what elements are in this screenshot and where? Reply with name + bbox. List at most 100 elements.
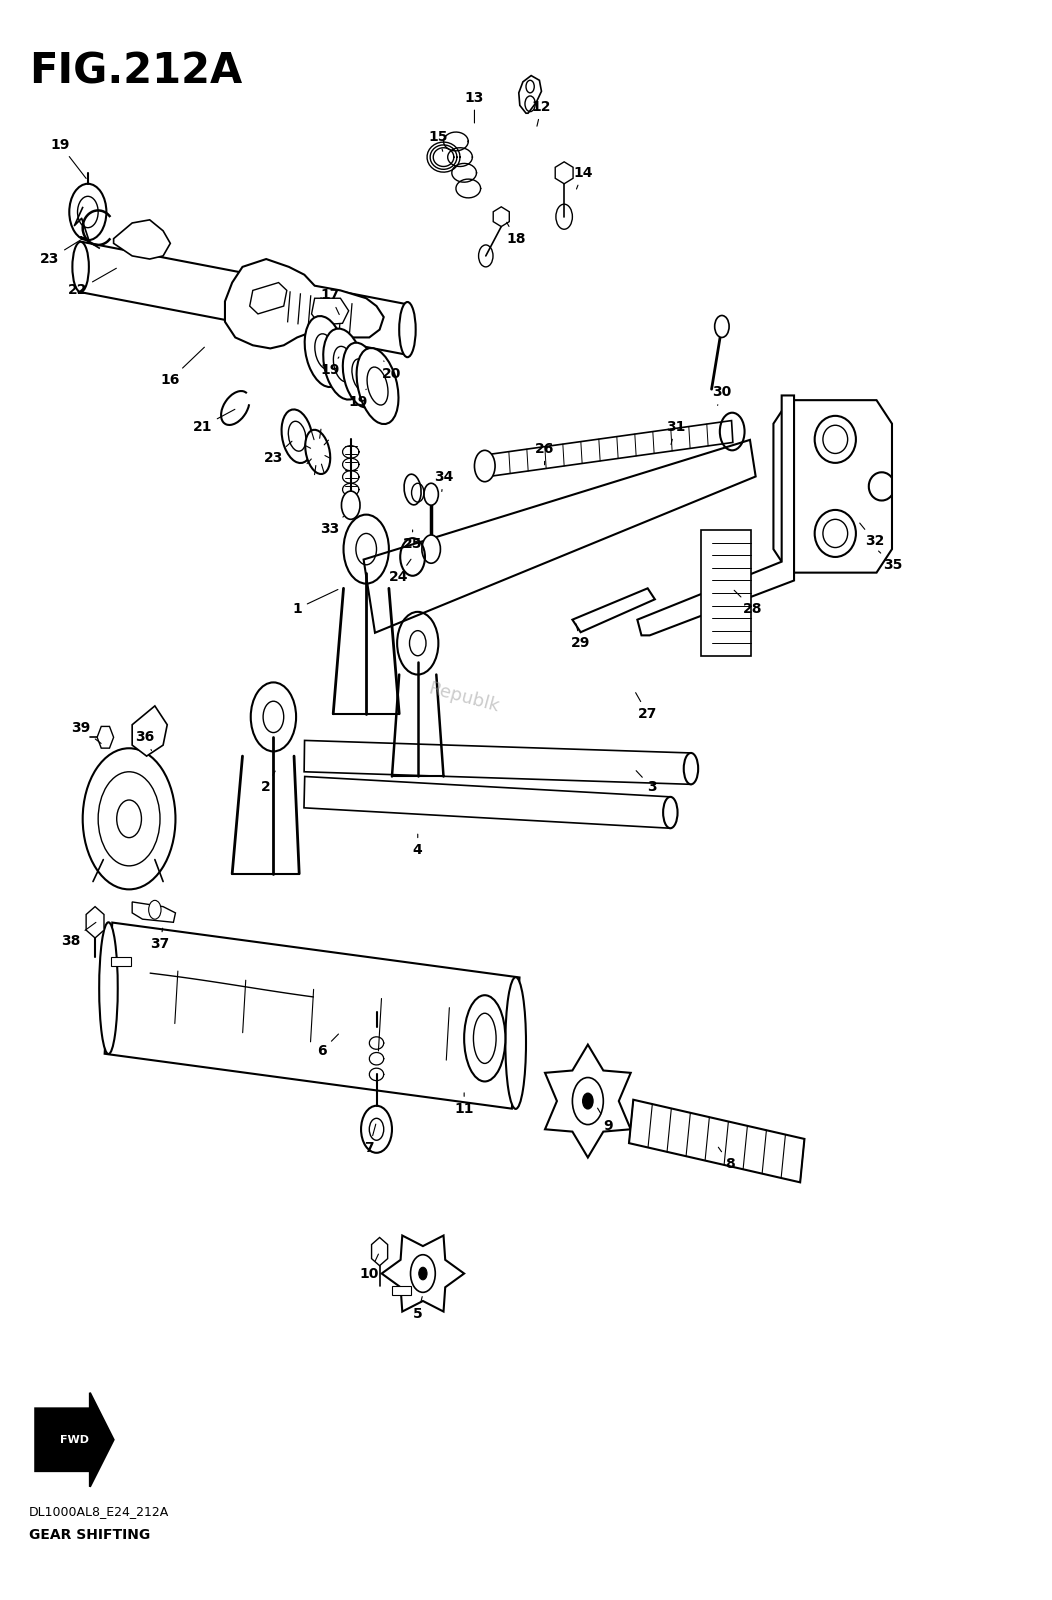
Polygon shape <box>36 1392 114 1486</box>
Text: 6: 6 <box>317 1034 339 1058</box>
Ellipse shape <box>814 416 856 462</box>
Polygon shape <box>519 75 542 114</box>
Ellipse shape <box>404 474 421 506</box>
Text: 32: 32 <box>859 523 884 549</box>
Circle shape <box>342 491 360 520</box>
Text: FWD: FWD <box>60 1435 89 1445</box>
Text: 15: 15 <box>428 130 448 152</box>
Polygon shape <box>382 1235 464 1312</box>
Circle shape <box>422 534 441 563</box>
Text: 2: 2 <box>261 771 276 795</box>
Polygon shape <box>79 242 409 355</box>
Text: 17: 17 <box>321 288 340 315</box>
Text: GEAR SHIFTING: GEAR SHIFTING <box>29 1528 150 1542</box>
Ellipse shape <box>282 410 312 462</box>
Ellipse shape <box>684 754 699 784</box>
Ellipse shape <box>305 317 345 387</box>
Text: 19: 19 <box>321 357 340 378</box>
Ellipse shape <box>464 995 505 1082</box>
Text: 4: 4 <box>412 834 423 858</box>
Text: 18: 18 <box>506 222 525 246</box>
Polygon shape <box>364 440 755 632</box>
Text: 33: 33 <box>321 517 344 536</box>
Ellipse shape <box>814 510 856 557</box>
Polygon shape <box>225 259 384 349</box>
Text: 19: 19 <box>50 138 86 179</box>
Ellipse shape <box>305 430 330 474</box>
Ellipse shape <box>663 797 677 829</box>
Polygon shape <box>104 923 520 1109</box>
Text: 25: 25 <box>403 530 422 552</box>
Polygon shape <box>572 589 654 632</box>
Text: 23: 23 <box>40 237 85 266</box>
Polygon shape <box>304 776 671 829</box>
Text: 37: 37 <box>150 928 169 952</box>
Text: 28: 28 <box>734 590 763 616</box>
Text: 16: 16 <box>161 347 204 387</box>
Polygon shape <box>133 706 167 757</box>
Text: 9: 9 <box>598 1109 613 1133</box>
Text: 8: 8 <box>719 1147 735 1171</box>
Circle shape <box>419 1267 427 1280</box>
Text: Republk: Republk <box>427 680 502 717</box>
Text: 23: 23 <box>264 442 292 466</box>
Ellipse shape <box>399 302 416 357</box>
Ellipse shape <box>99 922 118 1054</box>
Text: 29: 29 <box>571 624 590 650</box>
Polygon shape <box>545 1045 631 1157</box>
Polygon shape <box>773 400 892 573</box>
Circle shape <box>424 483 439 506</box>
Text: 5: 5 <box>412 1296 423 1322</box>
Text: 39: 39 <box>70 722 101 744</box>
Ellipse shape <box>343 342 380 408</box>
Ellipse shape <box>505 978 526 1109</box>
Circle shape <box>369 1118 384 1141</box>
Text: 22: 22 <box>67 269 117 298</box>
Circle shape <box>474 450 495 482</box>
Text: 24: 24 <box>388 560 411 584</box>
Polygon shape <box>493 206 509 227</box>
Polygon shape <box>249 283 287 314</box>
Text: 30: 30 <box>712 386 731 405</box>
Text: 11: 11 <box>454 1093 473 1115</box>
Circle shape <box>583 1093 593 1109</box>
Polygon shape <box>702 530 751 656</box>
Text: 13: 13 <box>465 91 484 123</box>
Text: 3: 3 <box>636 771 656 795</box>
Polygon shape <box>555 162 573 184</box>
Text: 34: 34 <box>433 470 453 491</box>
Ellipse shape <box>357 349 399 424</box>
Text: 35: 35 <box>878 550 903 571</box>
Ellipse shape <box>323 328 364 400</box>
Polygon shape <box>629 1099 805 1182</box>
Text: FIG.212A: FIG.212A <box>29 51 242 93</box>
Polygon shape <box>392 1286 410 1296</box>
Polygon shape <box>110 957 132 966</box>
Text: 38: 38 <box>61 922 96 949</box>
Text: 31: 31 <box>666 419 685 445</box>
Polygon shape <box>133 902 176 922</box>
Text: 7: 7 <box>364 1125 376 1155</box>
Text: 20: 20 <box>382 362 402 381</box>
Polygon shape <box>311 298 348 325</box>
Text: DL1000AL8_E24_212A: DL1000AL8_E24_212A <box>29 1506 169 1518</box>
Polygon shape <box>86 907 104 938</box>
Text: 21: 21 <box>193 410 235 434</box>
Text: 12: 12 <box>531 99 551 126</box>
Polygon shape <box>484 421 733 477</box>
Polygon shape <box>97 726 114 749</box>
Circle shape <box>714 315 729 338</box>
Circle shape <box>148 901 161 918</box>
Text: 19: 19 <box>348 389 367 408</box>
Text: 10: 10 <box>360 1254 379 1280</box>
Polygon shape <box>304 741 691 784</box>
Text: 27: 27 <box>635 693 658 720</box>
Text: 36: 36 <box>135 730 155 750</box>
Text: 26: 26 <box>534 442 554 466</box>
Polygon shape <box>638 395 794 635</box>
Text: 1: 1 <box>292 589 338 616</box>
Text: 14: 14 <box>573 166 592 189</box>
Polygon shape <box>114 219 170 259</box>
Polygon shape <box>371 1237 387 1266</box>
Ellipse shape <box>73 242 88 291</box>
